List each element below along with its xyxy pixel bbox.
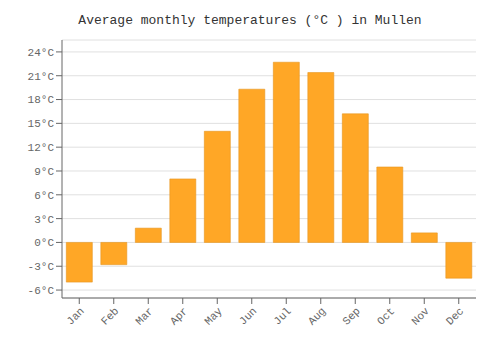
svg-text:Jan: Jan: [64, 305, 86, 327]
svg-text:Apr: Apr: [168, 305, 190, 327]
svg-text:Jun: Jun: [237, 305, 259, 327]
svg-text:Nov: Nov: [409, 305, 432, 328]
svg-text:May: May: [202, 305, 225, 328]
svg-text:24°C: 24°C: [28, 47, 55, 59]
svg-text:6°C: 6°C: [34, 190, 54, 202]
svg-text:9°C: 9°C: [34, 166, 54, 178]
svg-text:Sep: Sep: [340, 305, 362, 327]
svg-text:-6°C: -6°C: [28, 285, 55, 297]
html-text:Average monthly temperatures (: Average monthly temperatures (°C ) in Mu…: [78, 13, 422, 28]
svg-text:0°C: 0°C: [34, 237, 54, 249]
svg-text:-3°C: -3°C: [28, 261, 55, 273]
svg-text:12°C: 12°C: [28, 142, 55, 154]
svg-text:Feb: Feb: [99, 305, 121, 327]
svg-text:Oct: Oct: [375, 305, 397, 327]
svg-text:21°C: 21°C: [28, 71, 55, 83]
svg-text:18°C: 18°C: [28, 94, 55, 106]
svg-text:15°C: 15°C: [28, 118, 55, 130]
svg-text:Jul: Jul: [271, 305, 293, 327]
svg-text:Dec: Dec: [444, 305, 466, 327]
svg-text:Aug: Aug: [306, 305, 328, 327]
svg-text:Mar: Mar: [133, 305, 155, 327]
svg-text:3°C: 3°C: [34, 214, 54, 226]
